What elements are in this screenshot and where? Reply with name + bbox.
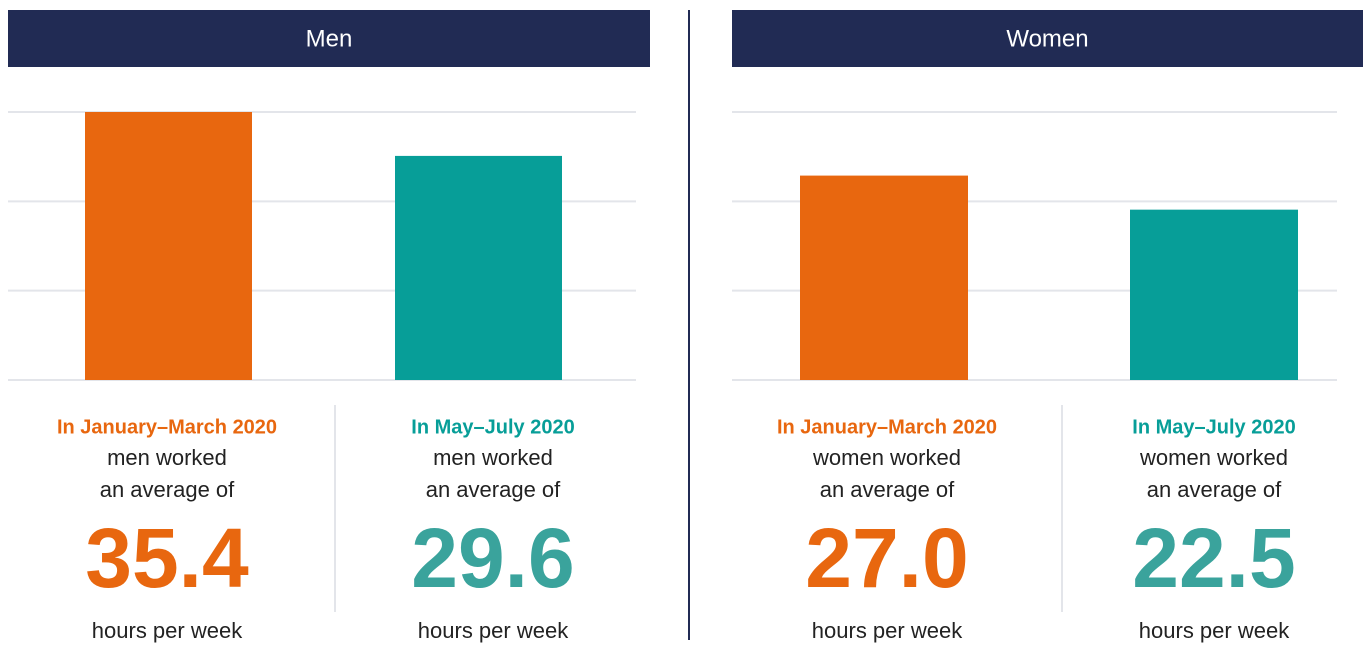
bar	[395, 155, 562, 380]
value-label: 22.5	[1132, 511, 1296, 605]
value-label: 27.0	[805, 511, 969, 605]
panel-title: Men	[306, 25, 353, 52]
description: men worked	[107, 445, 227, 470]
panel-title: Women	[1006, 25, 1088, 52]
panel-header	[8, 10, 650, 67]
bar	[85, 112, 252, 380]
description: an average of	[820, 477, 955, 502]
bar	[1130, 209, 1298, 380]
value-label: 29.6	[411, 511, 575, 605]
description: an average of	[1147, 477, 1282, 502]
unit-label: hours per week	[812, 618, 963, 643]
description: women worked	[1139, 445, 1288, 470]
category-label: In January–March 2020	[777, 416, 997, 438]
description: men worked	[433, 445, 553, 470]
bar	[800, 175, 968, 380]
category-label: In January–March 2020	[57, 416, 277, 438]
unit-label: hours per week	[92, 618, 243, 643]
description: an average of	[100, 477, 235, 502]
unit-label: hours per week	[418, 618, 569, 643]
description: women worked	[812, 445, 961, 470]
value-label: 35.4	[85, 511, 249, 605]
panel-header	[732, 10, 1363, 67]
category-label: In May–July 2020	[1132, 416, 1295, 438]
unit-label: hours per week	[1139, 618, 1290, 643]
category-label: In May–July 2020	[411, 416, 574, 438]
description: an average of	[426, 477, 561, 502]
